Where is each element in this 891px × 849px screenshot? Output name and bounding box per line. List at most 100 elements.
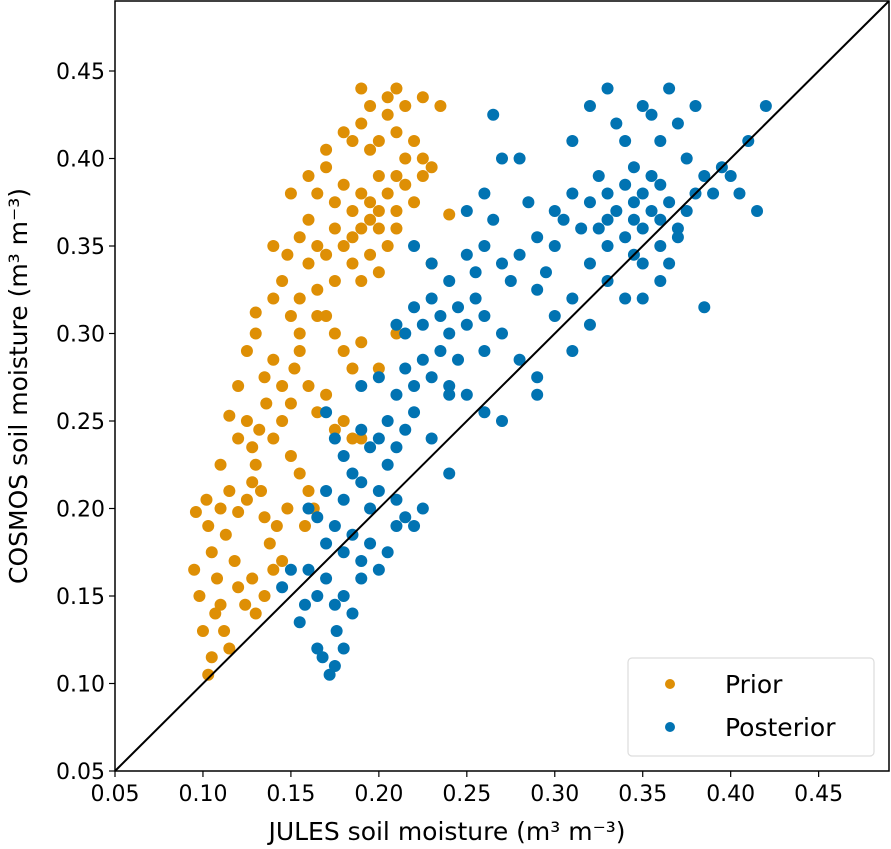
data-point-prior xyxy=(258,590,271,602)
data-point-posterior xyxy=(759,100,772,112)
y-tick-label: 0.10 xyxy=(56,673,105,698)
data-point-prior xyxy=(267,432,280,445)
data-point-posterior xyxy=(610,117,623,130)
data-point-prior xyxy=(346,135,359,147)
data-point-prior xyxy=(253,423,266,436)
data-point-posterior xyxy=(460,388,473,401)
data-point-prior xyxy=(355,117,368,130)
data-point-prior xyxy=(284,450,297,462)
data-point-posterior xyxy=(619,231,632,244)
data-point-posterior xyxy=(293,616,306,629)
data-point-prior xyxy=(188,563,201,576)
data-point-posterior xyxy=(680,152,693,165)
data-point-prior xyxy=(223,485,236,497)
data-point-prior xyxy=(288,362,301,375)
data-point-prior xyxy=(293,292,306,305)
data-point-prior xyxy=(346,231,359,244)
data-point-posterior xyxy=(416,353,429,366)
data-point-posterior xyxy=(636,222,649,235)
data-point-posterior xyxy=(583,196,596,209)
data-point-prior xyxy=(205,546,218,559)
data-point-prior xyxy=(399,100,412,112)
data-point-prior xyxy=(346,205,359,217)
data-point-posterior xyxy=(399,511,412,524)
data-point-posterior xyxy=(469,266,482,279)
plot-frame xyxy=(114,0,890,772)
data-point-posterior xyxy=(698,301,711,314)
data-point-prior xyxy=(399,178,412,191)
x-tick-label: 0.35 xyxy=(618,782,667,807)
y-tick-label: 0.20 xyxy=(56,498,105,523)
one-to-one-line xyxy=(114,0,890,772)
data-point-posterior xyxy=(566,135,579,147)
data-point-prior xyxy=(202,520,215,532)
data-point-posterior xyxy=(346,607,359,620)
data-point-prior xyxy=(205,651,218,664)
data-point-posterior xyxy=(372,485,385,497)
data-point-posterior xyxy=(390,318,403,331)
data-point-posterior xyxy=(337,642,350,655)
data-point-posterior xyxy=(346,467,359,480)
data-point-prior xyxy=(276,555,289,567)
data-point-posterior xyxy=(337,493,350,506)
data-point-posterior xyxy=(452,353,465,366)
data-point-posterior xyxy=(583,318,596,331)
data-point-posterior xyxy=(671,222,684,235)
data-point-posterior xyxy=(636,292,649,305)
data-point-prior xyxy=(281,502,294,515)
data-point-posterior xyxy=(469,292,482,305)
data-point-prior xyxy=(270,520,283,532)
data-point-posterior xyxy=(460,248,473,261)
data-point-prior xyxy=(246,441,259,454)
data-point-posterior xyxy=(311,590,324,602)
data-point-posterior xyxy=(328,432,341,445)
data-point-posterior xyxy=(548,205,561,217)
data-point-prior xyxy=(302,485,315,497)
data-point-posterior xyxy=(531,388,544,401)
data-point-prior xyxy=(425,161,438,174)
data-point-posterior xyxy=(601,240,614,252)
data-point-posterior xyxy=(627,161,640,174)
data-point-posterior xyxy=(478,240,491,252)
data-point-posterior xyxy=(399,362,412,375)
data-point-prior xyxy=(416,152,429,165)
data-point-prior xyxy=(416,91,429,104)
data-point-posterior xyxy=(311,642,324,655)
data-point-posterior xyxy=(557,213,570,226)
data-point-prior xyxy=(267,563,280,576)
data-point-prior xyxy=(372,170,385,182)
data-point-prior xyxy=(267,353,280,366)
data-point-prior xyxy=(302,380,315,392)
data-point-prior xyxy=(364,143,377,156)
data-point-prior xyxy=(258,511,271,524)
data-point-posterior xyxy=(645,108,658,121)
data-point-prior xyxy=(302,170,315,182)
data-point-posterior xyxy=(443,388,456,401)
data-point-prior xyxy=(328,423,341,436)
data-point-prior xyxy=(372,266,385,279)
data-point-prior xyxy=(211,572,224,585)
data-point-posterior xyxy=(663,196,676,209)
data-point-prior xyxy=(219,528,232,541)
data-point-prior xyxy=(276,415,289,427)
data-point-posterior xyxy=(381,415,394,427)
data-point-prior xyxy=(337,240,350,252)
data-point-prior xyxy=(372,135,385,147)
data-point-posterior xyxy=(390,520,403,532)
data-point-posterior xyxy=(416,502,429,515)
data-point-prior xyxy=(372,205,385,217)
data-point-posterior xyxy=(330,625,343,637)
data-point-prior xyxy=(232,432,245,445)
data-point-posterior xyxy=(566,292,579,305)
data-point-prior xyxy=(381,240,394,252)
data-point-posterior xyxy=(434,345,447,357)
data-point-prior xyxy=(311,283,324,296)
data-point-posterior xyxy=(663,257,676,270)
data-point-posterior xyxy=(654,178,667,191)
data-point-prior xyxy=(337,178,350,191)
data-point-posterior xyxy=(654,213,667,226)
data-point-prior xyxy=(364,196,377,209)
data-point-posterior xyxy=(654,135,667,147)
data-point-posterior xyxy=(627,196,640,209)
data-point-prior xyxy=(284,187,297,200)
